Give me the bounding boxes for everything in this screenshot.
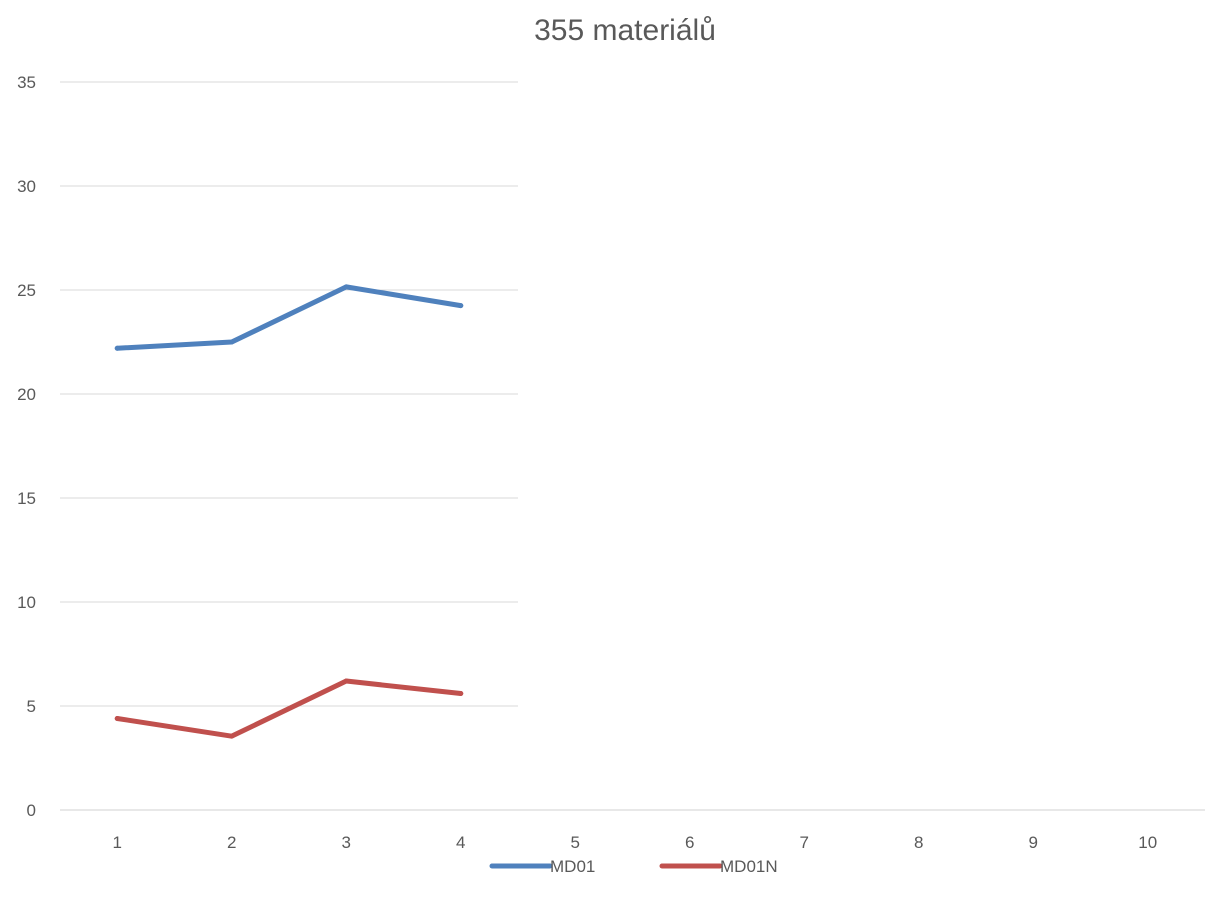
y-tick-label: 0 — [27, 801, 36, 820]
series-lines — [114, 284, 464, 739]
x-tick-label: 8 — [914, 833, 923, 852]
data-point — [229, 339, 235, 345]
data-point — [114, 715, 120, 721]
legend-label: MD01 — [550, 857, 595, 876]
legend-label: MD01N — [720, 857, 778, 876]
y-tick-label: 10 — [17, 593, 36, 612]
y-tick-label: 25 — [17, 281, 36, 300]
data-point — [343, 284, 349, 290]
x-tick-label: 6 — [685, 833, 694, 852]
data-point — [458, 691, 464, 697]
grid-lines — [60, 81, 1205, 811]
x-tick-label: 3 — [342, 833, 351, 852]
y-tick-label: 5 — [27, 697, 36, 716]
x-axis-ticks: 1 2 3 4 5 6 7 8 9 10 — [113, 833, 1158, 852]
legend-item-md01: MD01 — [489, 857, 595, 876]
data-point — [458, 303, 464, 309]
x-tick-label: 9 — [1029, 833, 1038, 852]
x-tick-label: 4 — [456, 833, 465, 852]
data-point — [229, 733, 235, 739]
x-tick-label: 1 — [113, 833, 122, 852]
x-tick-label: 2 — [227, 833, 236, 852]
legend-item-md01n: MD01N — [659, 857, 778, 876]
x-tick-label: 5 — [571, 833, 580, 852]
x-tick-label: 7 — [800, 833, 809, 852]
legend: MD01 MD01N — [489, 857, 778, 876]
series-line-md01n — [114, 678, 464, 739]
y-tick-label: 15 — [17, 489, 36, 508]
y-axis-ticks: 0 5 10 15 20 25 30 35 — [17, 73, 36, 820]
y-tick-label: 20 — [17, 385, 36, 404]
series-line-md01 — [114, 284, 464, 351]
chart-title: 355 materiálů — [534, 14, 716, 47]
y-tick-label: 30 — [17, 177, 36, 196]
x-tick-label: 10 — [1138, 833, 1157, 852]
data-point — [114, 345, 120, 351]
y-tick-label: 35 — [17, 73, 36, 92]
data-point — [343, 678, 349, 684]
